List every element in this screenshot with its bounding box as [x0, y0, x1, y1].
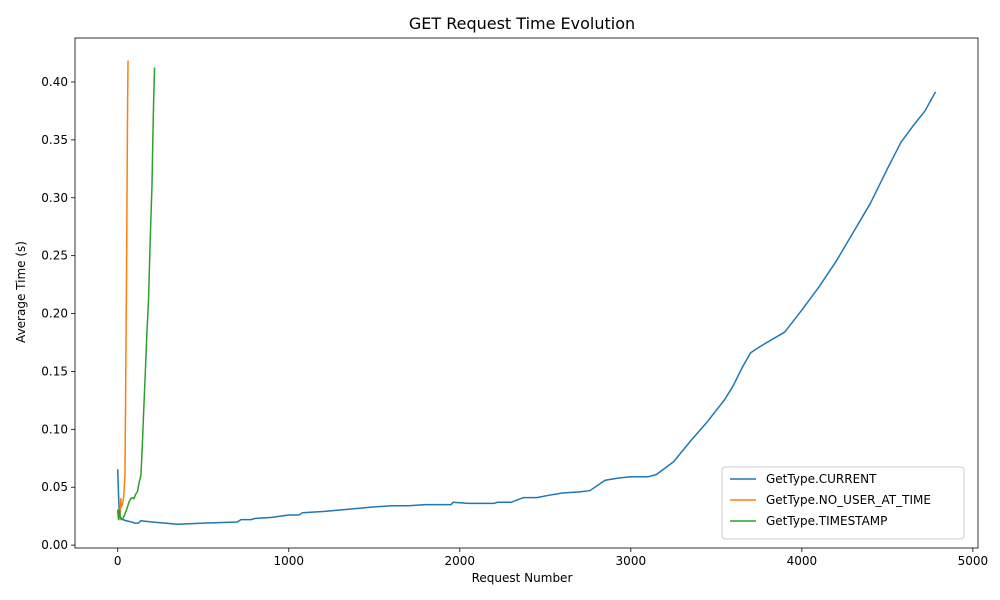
y-tick-label: 0.35: [41, 133, 68, 147]
y-tick-label: 0.00: [41, 538, 68, 552]
legend-label: GetType.CURRENT: [766, 472, 877, 486]
y-tick-label: 0.20: [41, 307, 68, 321]
y-tick-label: 0.15: [41, 364, 68, 378]
legend-box: [721, 466, 965, 540]
x-tick-label: 0: [114, 554, 122, 568]
x-axis-title: Request Number: [472, 571, 573, 585]
x-tick-label: 3000: [616, 554, 647, 568]
plot-area: 0 1000 2000 3000 4000 5000 0.00 0.05 0.10 0.15 0.2…: [41, 37, 989, 568]
legend-label: GetType.NO_USER_AT_TIME: [766, 493, 931, 507]
y-tick-label: 0.25: [41, 249, 68, 263]
legend: GetType.CURRENT GetType.NO_USER_AT_TIME Ge…: [721, 466, 965, 540]
y-tick-label: 0.40: [41, 75, 68, 89]
series-line-gettype-current: [117, 91, 936, 526]
y-axis-title: Average Time (s): [14, 241, 28, 343]
x-tick-label: 5000: [958, 554, 989, 568]
chart-title: GET Request Time Evolution: [409, 14, 635, 33]
y-tick-label: 0.30: [41, 191, 68, 205]
x-tick-label: 4000: [787, 554, 818, 568]
y-tick-label: 0.10: [41, 422, 68, 436]
y-tick-label: 0.05: [41, 480, 68, 494]
series-line-gettype-timestamp: [117, 67, 156, 521]
legend-label: GetType.TIMESTAMP: [766, 514, 887, 528]
x-tick-label: 2000: [445, 554, 476, 568]
axes-frame: [74, 37, 979, 549]
x-tick-label: 1000: [274, 554, 305, 568]
